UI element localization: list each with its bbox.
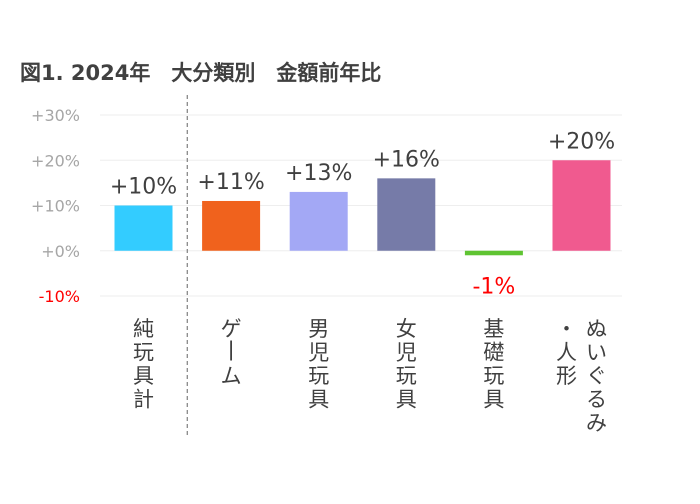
y-tick-label: -10%: [39, 287, 80, 306]
category-label-char: 玩: [396, 364, 417, 388]
category-label-char: 具: [133, 364, 154, 388]
category-label-char: み: [586, 411, 607, 435]
category-label-char: 具: [483, 388, 504, 412]
chart-title: 図1. 2024年 大分類別 金額前年比: [20, 61, 381, 85]
category-label-char: ぬ: [586, 317, 607, 341]
category-label-char: 礎: [483, 341, 504, 365]
category-label-char: 具: [396, 388, 417, 412]
category-label-char: 具: [308, 388, 329, 412]
data-label: +13%: [285, 161, 352, 186]
category-label-char: ム: [221, 364, 242, 388]
data-labels: +10% +11% +13% +16% -1% +20%: [110, 129, 615, 299]
category-label-char: 女: [396, 317, 417, 341]
category-label-char: 玩: [483, 364, 504, 388]
y-tick-label: +0%: [41, 242, 80, 261]
y-tick-label: +10%: [31, 197, 80, 216]
category-label-char: る: [586, 388, 607, 412]
data-label: -1%: [472, 274, 515, 299]
category-label-char: ・: [556, 317, 577, 341]
data-label: +11%: [197, 170, 264, 195]
category-label-char: ゲ: [221, 317, 242, 341]
category-label: ゲム: [221, 317, 242, 388]
data-label: +20%: [548, 129, 615, 154]
bar: [202, 200, 261, 251]
category-label-char: 玩: [133, 341, 154, 365]
category-label-char: 児: [308, 341, 329, 365]
data-label: +16%: [373, 147, 440, 172]
category-label-char: 形: [556, 364, 577, 388]
category-label-char: 男: [308, 317, 329, 341]
bar: [114, 205, 173, 251]
category-label-char: ぐ: [586, 364, 607, 388]
category-label-char: 人: [556, 341, 577, 365]
bar: [552, 160, 611, 251]
y-tick-label: +20%: [31, 151, 80, 170]
bar: [289, 191, 348, 251]
bar: [377, 178, 436, 251]
category-label-char: い: [586, 341, 607, 365]
bar: [464, 250, 523, 256]
y-tick-label: +30%: [31, 106, 80, 125]
category-label-char: 玩: [308, 364, 329, 388]
bars: [114, 160, 611, 256]
category-label-char: 児: [396, 341, 417, 365]
category-label-char: 計: [133, 388, 154, 412]
category-label-char: 純: [133, 317, 154, 341]
y-axis-ticks: +30% +20% +10% +0% -10%: [31, 106, 80, 306]
data-label: +10%: [110, 175, 177, 200]
grid-lines: [100, 95, 622, 438]
category-label-char: 基: [483, 317, 504, 341]
